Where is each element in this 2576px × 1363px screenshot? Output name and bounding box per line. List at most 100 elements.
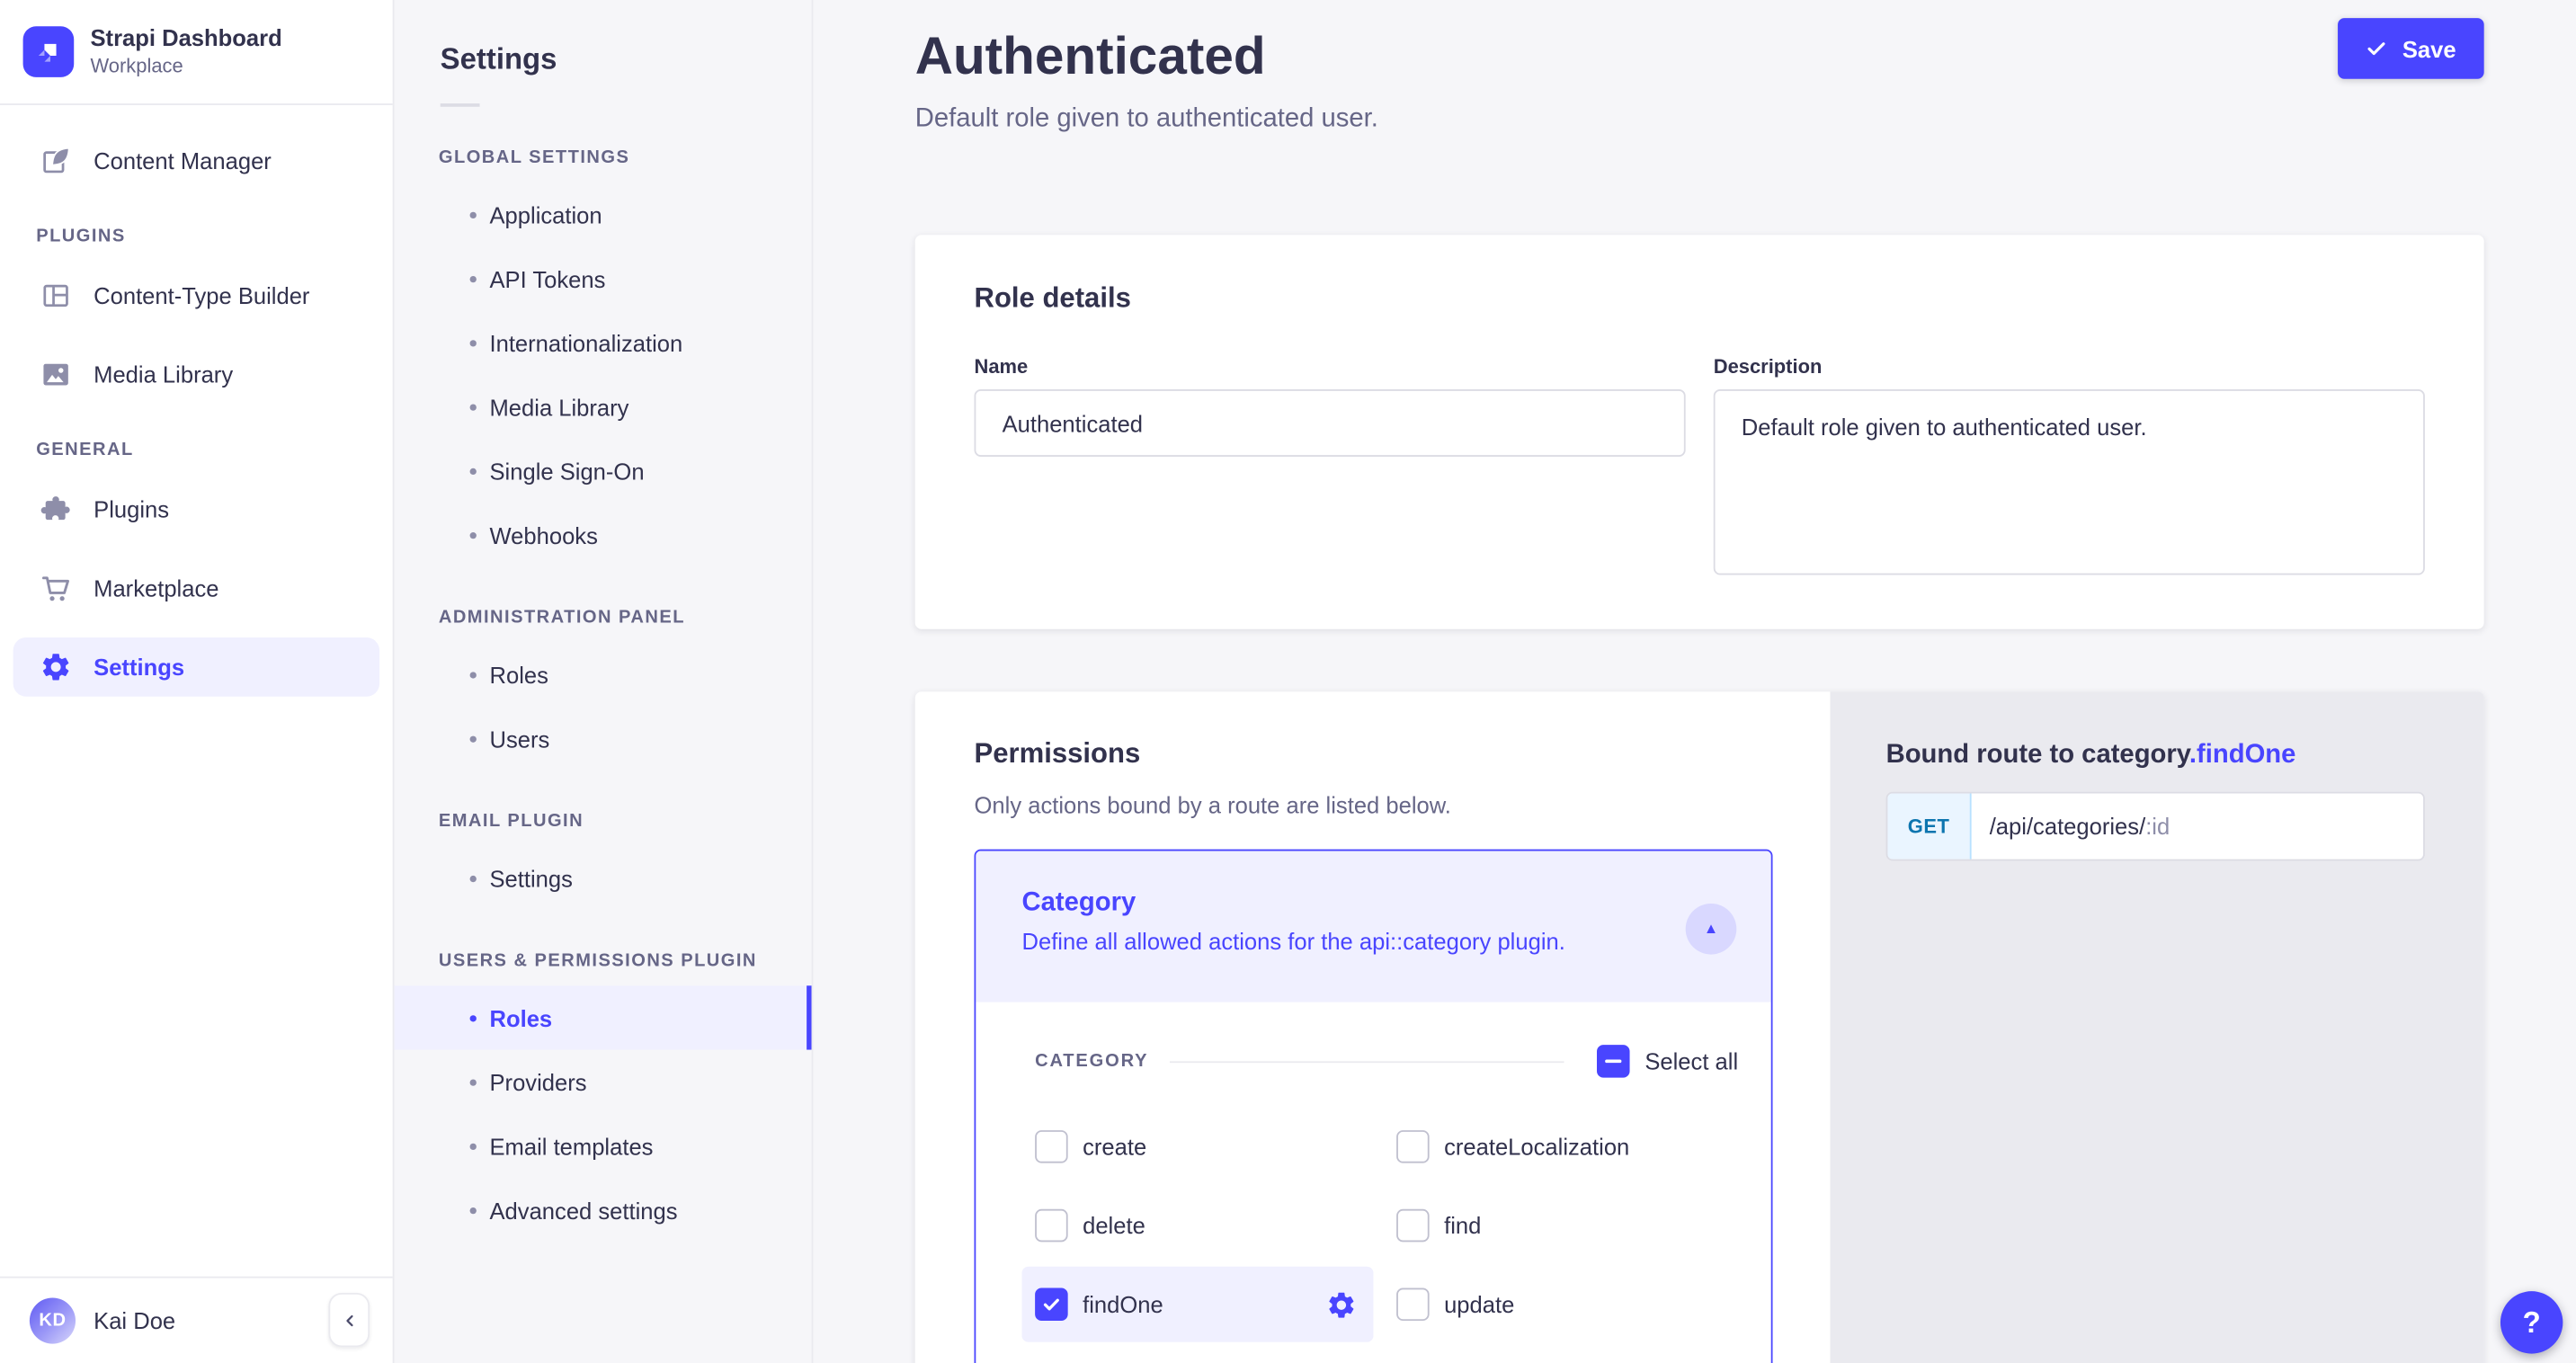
subnav-item-internationalization[interactable]: Internationalization: [395, 310, 812, 374]
subnav-item-advanced-settings[interactable]: Advanced settings: [395, 1178, 812, 1242]
permissions-subtitle: Only actions bound by a route are listed…: [974, 791, 1451, 818]
bullet-icon: [469, 735, 477, 742]
bullet-icon: [469, 403, 477, 410]
sidebar-item-label: Media Library: [94, 361, 234, 388]
subnav-section-global-settings: GLOBAL SETTINGS: [438, 147, 630, 168]
settings-subnav: Settings GLOBAL SETTINGS Application API…: [394, 0, 814, 1363]
subnav-item-single-sign-on[interactable]: Single Sign-On: [395, 439, 812, 503]
sidebar-item-content-type-builder[interactable]: Content-Type Builder: [13, 266, 379, 325]
collapse-accordion-button[interactable]: ▲: [1685, 903, 1737, 955]
bullet-icon: [469, 275, 477, 282]
sidebar-nav: Content Manager PLUGINS Content-Type Bui…: [0, 105, 393, 1276]
bullet-icon: [469, 874, 477, 882]
subnav-item-admin-users[interactable]: Users: [395, 707, 812, 771]
bullet-icon: [469, 467, 477, 475]
subnav-section-email-plugin: EMAIL PLUGIN: [438, 811, 584, 832]
findOne-settings-button[interactable]: [1324, 1288, 1358, 1322]
bullet-icon: [469, 531, 477, 539]
name-field[interactable]: [974, 389, 1686, 457]
route-display: GET /api/categories/:id: [1885, 791, 2425, 861]
check-icon: [1043, 1298, 1059, 1311]
category-accordion-header[interactable]: Category Define all allowed actions for …: [976, 851, 1771, 1002]
save-button[interactable]: Save: [2338, 18, 2484, 79]
collapse-sidebar-button[interactable]: [328, 1293, 370, 1348]
workspace-switcher[interactable]: Strapi Dashboard Workplace: [0, 0, 393, 105]
permission-delete: delete: [1035, 1208, 1396, 1243]
page-title: Authenticated: [914, 26, 1266, 86]
chevron-left-icon: [339, 1311, 359, 1331]
bullet-icon: [469, 1078, 477, 1085]
findOne-checkbox[interactable]: [1035, 1287, 1068, 1322]
subnav-item-media-library[interactable]: Media Library: [395, 375, 812, 439]
select-all-checkbox[interactable]: [1597, 1045, 1630, 1078]
workspace-subtitle: Workplace: [90, 54, 183, 77]
avatar[interactable]: KD: [29, 1297, 76, 1344]
subnav-item-application[interactable]: Application: [395, 183, 812, 246]
sidebar-item-plugins[interactable]: Plugins: [13, 480, 379, 539]
role-details-card: Role details Name Description Default ro…: [914, 235, 2484, 629]
strapi-logo-icon: [22, 25, 75, 76]
divider-line: [1170, 1060, 1564, 1063]
permissions-panel: Permissions Only actions bound by a rout…: [914, 691, 1831, 1363]
sidebar-item-marketplace[interactable]: Marketplace: [13, 558, 379, 618]
subnav-section-administration-panel: ADMINISTRATION PANEL: [438, 608, 685, 628]
sidebar-item-label: Content Manager: [94, 147, 272, 174]
create-checkbox[interactable]: [1035, 1130, 1068, 1163]
subnav-item-up-roles[interactable]: Roles: [394, 985, 812, 1050]
content-manager-icon: [40, 145, 73, 178]
select-all-label: Select all: [1645, 1047, 1739, 1074]
sidebar-item-media-library[interactable]: Media Library: [13, 345, 379, 405]
subnav-title: Settings: [440, 42, 557, 76]
bullet-icon: [469, 671, 477, 678]
permissions-grid: create createLocalization delete: [1021, 1130, 1738, 1342]
sidebar-item-label: Settings: [94, 654, 185, 681]
accordion-title: Category: [1021, 888, 1136, 917]
subnav-item-email-settings[interactable]: Settings: [395, 846, 812, 910]
find-checkbox[interactable]: [1396, 1208, 1430, 1243]
subnav-item-api-tokens[interactable]: API Tokens: [395, 246, 812, 310]
sidebar-item-settings[interactable]: Settings: [13, 637, 380, 697]
permissions-title: Permissions: [974, 737, 1141, 770]
sidebar-item-content-manager[interactable]: Content Manager: [13, 131, 379, 191]
http-method-badge: GET: [1887, 793, 1972, 860]
sidebar-section-plugins: PLUGINS: [36, 227, 126, 247]
permission-update: update: [1396, 1287, 1738, 1322]
subnav-item-webhooks[interactable]: Webhooks: [395, 503, 812, 566]
permission-createLocalization: createLocalization: [1396, 1130, 1738, 1163]
check-icon: [2367, 38, 2388, 59]
update-checkbox[interactable]: [1396, 1287, 1430, 1322]
category-group-label: CATEGORY: [1035, 1051, 1149, 1072]
subnav-item-admin-roles[interactable]: Roles: [395, 642, 812, 706]
delete-checkbox[interactable]: [1035, 1208, 1068, 1243]
subnav-divider: [440, 103, 480, 107]
page-subtitle: Default role given to authenticated user…: [914, 104, 1378, 134]
main-content: Authenticated Default role given to auth…: [813, 0, 2576, 1363]
bullet-icon: [469, 210, 477, 218]
gear-icon: [1328, 1291, 1353, 1317]
subnav-item-providers[interactable]: Providers: [395, 1050, 812, 1114]
cart-icon: [40, 572, 73, 605]
bullet-icon: [469, 1014, 477, 1021]
permissions-section: Permissions Only actions bound by a rout…: [914, 691, 2484, 1363]
minus-icon: [1605, 1059, 1622, 1064]
description-label: Description: [1713, 354, 1823, 379]
sidebar-item-label: Plugins: [94, 495, 170, 523]
permission-findOne: findOne: [1021, 1266, 1374, 1342]
select-all-control: Select all: [1597, 1045, 1738, 1078]
main-sidebar: Strapi Dashboard Workplace Content Manag…: [0, 0, 395, 1363]
bound-route-panel: Bound route to category.findOne GET /api…: [1830, 691, 2484, 1363]
description-field[interactable]: Default role given to authenticated user…: [1713, 389, 2425, 575]
sidebar-section-general: GENERAL: [36, 440, 134, 460]
sidebar-item-label: Marketplace: [94, 575, 219, 601]
gear-icon: [40, 651, 73, 684]
permission-find: find: [1396, 1208, 1738, 1243]
createLocalization-checkbox[interactable]: [1396, 1130, 1430, 1163]
subnav-item-email-templates[interactable]: Email templates: [395, 1114, 812, 1178]
subnav-section-users-permissions-plugin: USERS & PERMISSIONS PLUGIN: [438, 950, 757, 971]
permission-create: create: [1035, 1130, 1396, 1163]
question-mark-icon: ?: [2522, 1305, 2541, 1339]
sidebar-item-label: Content-Type Builder: [94, 282, 310, 309]
help-button[interactable]: ?: [2500, 1291, 2563, 1354]
media-library-icon: [40, 358, 73, 391]
